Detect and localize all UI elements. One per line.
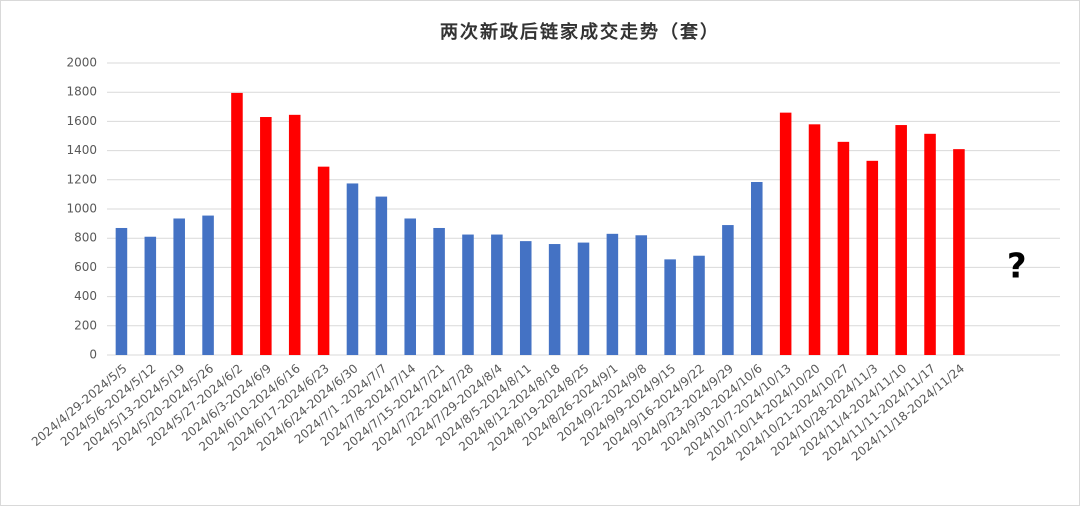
chart-title: 两次新政后链家成交走势（套） <box>440 21 720 43</box>
bar <box>635 235 648 355</box>
bar <box>722 225 734 355</box>
bar <box>693 255 705 355</box>
bar <box>317 166 330 355</box>
bar <box>606 233 619 355</box>
y-tick-label: 0 <box>89 348 97 362</box>
bar <box>808 124 821 355</box>
bar <box>260 117 272 356</box>
bar <box>577 242 590 355</box>
y-tick-label: 1800 <box>66 85 97 99</box>
bar <box>346 183 359 355</box>
y-tick-label: 1400 <box>66 143 97 157</box>
bar <box>491 234 503 355</box>
y-tick-label: 1000 <box>66 202 97 216</box>
y-tick-label: 200 <box>74 318 97 332</box>
bar <box>548 244 561 355</box>
bar <box>664 259 676 355</box>
bar <box>115 227 128 355</box>
bar <box>953 149 965 355</box>
bar <box>462 234 474 355</box>
bar <box>433 227 445 355</box>
y-tick-label: 2000 <box>66 56 97 70</box>
bar <box>144 236 157 355</box>
bar <box>375 196 388 355</box>
bar <box>288 114 301 355</box>
y-tick-label: 600 <box>74 260 97 274</box>
bar <box>866 160 879 355</box>
bar <box>519 241 532 355</box>
bar <box>231 92 243 356</box>
bar <box>837 141 850 355</box>
y-tick-label: 1600 <box>66 114 97 128</box>
bar <box>750 181 763 355</box>
y-tick-label: 1200 <box>66 172 97 186</box>
bar <box>173 218 185 355</box>
bar <box>924 133 936 355</box>
annotation: ? <box>1007 247 1027 287</box>
y-tick-label: 400 <box>74 289 97 303</box>
bar <box>779 112 792 355</box>
bar <box>202 215 214 355</box>
bar <box>404 218 417 355</box>
bar <box>895 125 907 355</box>
y-tick-label: 800 <box>74 231 97 245</box>
